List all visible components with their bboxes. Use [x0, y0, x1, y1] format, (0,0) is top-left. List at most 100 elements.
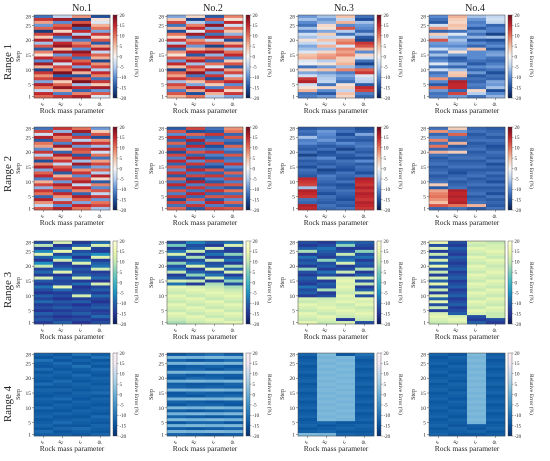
heatmap-cell	[429, 92, 449, 96]
heatmap-cell	[355, 62, 375, 66]
heatmap-cell	[224, 279, 244, 283]
heatmap-cell	[186, 177, 206, 181]
heatmap-cell	[317, 189, 337, 193]
heatmap-cell	[72, 315, 92, 319]
heatmap-cell	[91, 144, 111, 149]
heatmap-cell	[429, 23, 449, 28]
colorbar-tick-label: 5	[253, 45, 256, 50]
heatmap-cell	[429, 26, 449, 31]
heatmap-cell	[72, 394, 92, 398]
heatmap-cell	[355, 315, 375, 319]
heatmap-cell	[205, 291, 225, 295]
heatmap-cell	[486, 89, 506, 93]
heatmap-cell	[467, 403, 487, 407]
heatmap-cell	[224, 26, 244, 31]
heatmap-cell	[429, 198, 449, 202]
heatmap-cell	[336, 165, 356, 169]
heatmap-cell	[34, 279, 54, 283]
heatmap-cell	[205, 138, 225, 143]
heatmap-cell	[486, 180, 506, 184]
heatmap-cell	[205, 74, 225, 78]
heatmap-cell	[205, 258, 225, 263]
heatmap-cell	[298, 400, 318, 404]
y-tick-label: 20	[421, 150, 427, 156]
y-tick-label: 5	[292, 195, 295, 201]
heatmap-cell	[205, 300, 225, 304]
heatmap-cell	[298, 95, 318, 99]
heatmap-cell	[467, 367, 487, 372]
heatmap-cell	[336, 430, 356, 434]
heatmap-cell	[467, 47, 487, 51]
heatmap-cell	[91, 162, 111, 166]
heatmap-cell	[167, 129, 187, 134]
heatmap-cell	[355, 15, 375, 19]
heatmap-cell	[91, 35, 111, 40]
y-axis-label: Step	[149, 277, 155, 288]
column-title-2: No.2	[203, 3, 223, 14]
heatmap-cell	[34, 415, 54, 419]
heatmap-cell	[186, 89, 206, 93]
heatmap-cell	[467, 183, 487, 187]
heatmap-cell	[72, 17, 92, 22]
x-tick-label: c	[472, 440, 479, 446]
heatmap-cell	[448, 132, 468, 137]
heatmap-cell	[429, 282, 449, 286]
x-axis-label: Rock mass parameter	[40, 444, 105, 453]
heatmap-cell	[467, 258, 487, 263]
heatmap-cell	[91, 156, 111, 160]
heatmap-cell	[91, 315, 111, 319]
heatmap-cell	[486, 264, 506, 268]
heatmap-cell	[53, 47, 73, 51]
heatmap-cell	[336, 373, 356, 378]
heatmap-cell	[224, 406, 244, 410]
heatmap-cell	[72, 56, 92, 60]
heatmap-cell	[167, 315, 187, 319]
colorbar-tick-label: -20	[384, 97, 391, 102]
heatmap-cell	[205, 409, 225, 413]
heatmap-cell	[224, 418, 244, 422]
heatmap-cell	[72, 367, 92, 372]
heatmap-cell	[355, 147, 375, 152]
heatmap-cell	[34, 353, 54, 357]
heatmap-cell	[298, 180, 318, 184]
heatmap-cell	[429, 156, 449, 160]
heatmap-cell	[205, 207, 225, 211]
heatmap-cell	[467, 279, 487, 283]
heatmap-cell	[486, 189, 506, 193]
x-tick-label: ε	[434, 439, 441, 445]
heatmap-cell	[336, 353, 356, 357]
colorbar-tick-label: 0	[384, 393, 387, 398]
heatmap-cell	[336, 153, 356, 157]
x-tick-label: φ	[229, 439, 236, 445]
heatmap-cell	[91, 38, 111, 42]
heatmap-cell	[205, 388, 225, 392]
heatmap-cell	[167, 135, 187, 140]
y-tick-label: 28	[159, 240, 165, 246]
heatmap-cell	[486, 267, 506, 271]
y-tick-label: 15	[290, 53, 296, 59]
heatmap-cell	[53, 370, 73, 375]
colorbar-tick-label: 0	[515, 281, 518, 286]
heatmap-cell	[53, 241, 73, 245]
heatmap-cell	[467, 303, 487, 307]
colorbar-tick-label: -5	[384, 404, 389, 409]
heatmap-cell	[298, 385, 318, 389]
heatmap-cell	[336, 388, 356, 392]
heatmap-cell	[72, 89, 92, 93]
heatmap-cell	[486, 255, 506, 260]
heatmap-cell	[72, 144, 92, 149]
heatmap-cell	[186, 312, 206, 316]
heatmap-cell	[317, 406, 337, 410]
heatmap-cell	[34, 156, 54, 160]
heatmap-cell	[336, 195, 356, 199]
heatmap-cell	[298, 71, 318, 75]
heatmap-cell	[167, 264, 187, 268]
heatmap-cell	[467, 241, 487, 245]
heatmap-cell	[53, 141, 73, 146]
y-axis-label: Step	[411, 51, 417, 62]
heatmap-cell	[355, 385, 375, 389]
colorbar-tick-label: -15	[515, 424, 522, 429]
x-tick-label: φ	[360, 213, 367, 219]
x-tick-label: E	[191, 439, 198, 445]
